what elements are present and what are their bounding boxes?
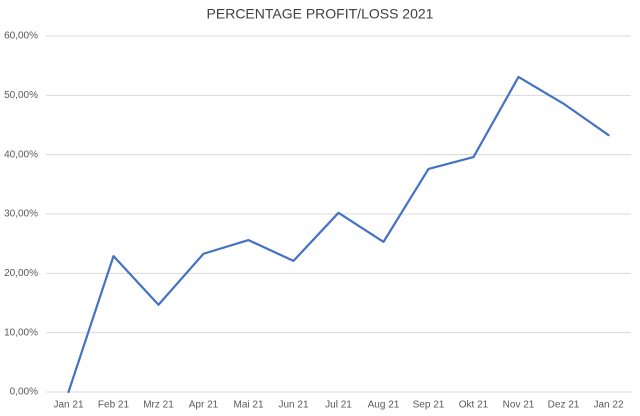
x-tick-label: Dez 21 [548, 400, 580, 411]
data-line [67, 75, 610, 394]
x-tick-label: Feb 21 [98, 400, 130, 411]
x-tick-label: Apr 21 [189, 400, 219, 411]
x-tick-label: Jan 21 [53, 400, 83, 411]
x-tick-label: Sep 21 [413, 400, 445, 411]
y-tick-label: 50,00% [4, 90, 38, 101]
x-tick-label: Aug 21 [368, 400, 400, 411]
y-tick-label: 20,00% [4, 268, 38, 279]
x-tick-label: Jul 21 [325, 400, 352, 411]
y-tick-label: 40,00% [4, 149, 38, 160]
x-tick-label: Okt 21 [459, 400, 489, 411]
x-tick-label: Jan 22 [593, 400, 623, 411]
x-tick-label: Jun 21 [278, 400, 308, 411]
x-tick-label: Mai 21 [233, 400, 263, 411]
x-tick-label: Nov 21 [503, 400, 535, 411]
x-tick-label: Mrz 21 [143, 400, 174, 411]
y-tick-label: 10,00% [4, 327, 38, 338]
y-tick-label: 60,00% [4, 31, 38, 42]
chart-title: PERCENTAGE PROFIT/LOSS 2021 [207, 6, 434, 22]
y-tick-label: 30,00% [4, 209, 38, 220]
y-tick-label: 0,00% [10, 387, 38, 398]
